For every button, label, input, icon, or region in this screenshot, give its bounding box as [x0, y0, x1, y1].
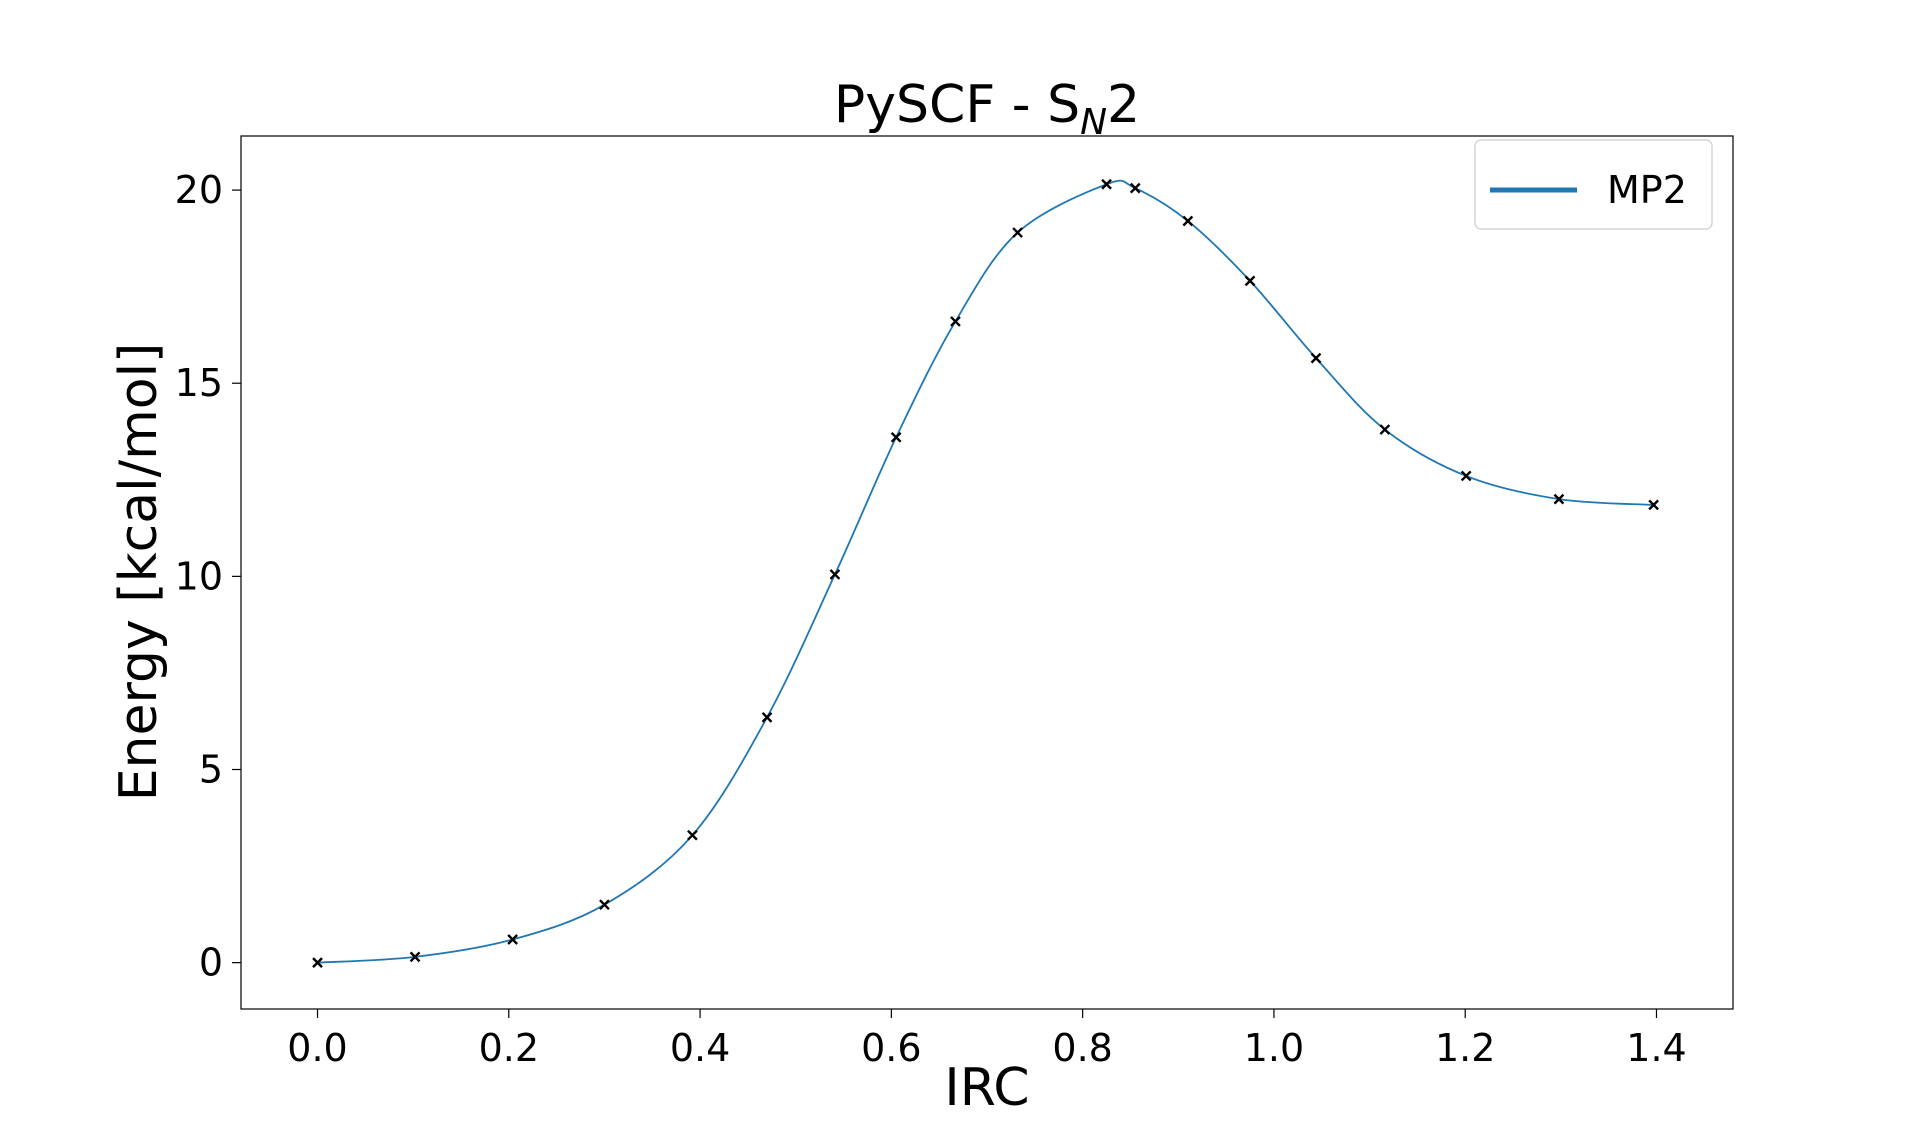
x-axis-label: IRC: [944, 1058, 1029, 1118]
plot-area: [241, 136, 1733, 1009]
x-tick-label: 0.4: [670, 1026, 730, 1070]
data-point: [1129, 182, 1141, 194]
chart-title-suffix: 2: [1107, 75, 1140, 135]
data-point: [1460, 470, 1472, 482]
x-tick-label: 0.2: [479, 1026, 539, 1070]
data-point: [1182, 215, 1194, 227]
series-line-mp2: [317, 179, 1654, 964]
data-point: [507, 934, 518, 945]
data-point: [1648, 499, 1659, 511]
legend: MP2: [1474, 139, 1713, 230]
x-tick-label: 1.4: [1626, 1026, 1686, 1070]
chart-title: PySCF - SN2: [834, 75, 1140, 143]
legend-label-mp2: MP2: [1607, 168, 1687, 212]
data-point: [761, 712, 773, 723]
x-tick-label: 0.0: [287, 1026, 347, 1070]
data-point: [599, 899, 610, 911]
data-point: [1101, 178, 1112, 190]
data-point: [687, 829, 698, 841]
data-point: [1553, 493, 1565, 505]
y-tick-label: 20: [175, 168, 223, 212]
y-tick-label: 10: [175, 554, 223, 598]
data-point: [1379, 424, 1391, 435]
data-point: [829, 569, 841, 580]
legend-box: [1474, 139, 1713, 230]
data-point: [950, 316, 961, 327]
data-point: [409, 951, 421, 963]
line-layer: [317, 179, 1654, 964]
y-tick-label: 15: [175, 361, 223, 405]
x-tick-label: 0.8: [1052, 1026, 1112, 1070]
ticks-layer: 0.0 0.2 0.4 0.6 0.8 1.0 1.2 1.4 0 5 10 15 20: [175, 168, 1687, 1070]
data-point: [1310, 352, 1322, 364]
x-tick-label: 1.2: [1435, 1026, 1495, 1070]
data-point: [1012, 227, 1023, 238]
plot-frame: [240, 135, 1734, 1010]
chart-title-main: PySCF - S: [834, 75, 1080, 135]
y-tick-label: 0: [199, 941, 223, 985]
marker-layer: [312, 178, 1659, 968]
x-tick-label: 0.6: [861, 1026, 921, 1070]
data-point: [1244, 275, 1256, 287]
x-tick-label: 1.0: [1244, 1026, 1304, 1070]
data-point: [890, 431, 902, 443]
y-axis-label: Energy [kcal/mol]: [109, 343, 169, 802]
chart-title-subscript: N: [1080, 102, 1107, 143]
data-point: [312, 957, 323, 968]
y-tick-label: 5: [199, 748, 223, 792]
